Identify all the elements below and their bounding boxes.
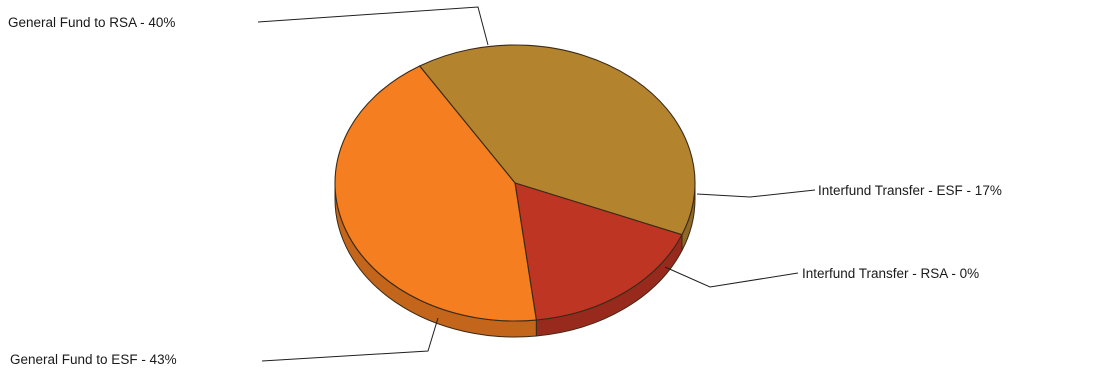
leader-line-general-fund-to-rsa <box>257 6 489 46</box>
data-labels: General Fund to RSA - 40% Interfund Tran… <box>8 15 1002 367</box>
pie-slice-general-fund-to-rsa <box>418 44 696 236</box>
data-label-general-fund-to-esf: General Fund to ESF - 43% <box>10 352 177 367</box>
pie-slice-general-fund-to-esf <box>334 65 537 322</box>
pie-slice-interfund-transfer-esf <box>514 182 683 321</box>
pie-top-layer <box>334 44 696 322</box>
data-label-general-fund-to-rsa: General Fund to RSA - 40% <box>8 15 175 30</box>
leader-line-general-fund-to-esf <box>261 317 439 362</box>
data-label-interfund-transfer-rsa: Interfund Transfer - RSA - 0% <box>802 266 979 281</box>
leader-line-interfund-transfer-esf <box>696 189 816 198</box>
data-label-interfund-transfer-esf: Interfund Transfer - ESF - 17% <box>818 183 1002 198</box>
leader-lines <box>257 6 816 362</box>
leader-line-interfund-transfer-rsa <box>664 266 799 288</box>
